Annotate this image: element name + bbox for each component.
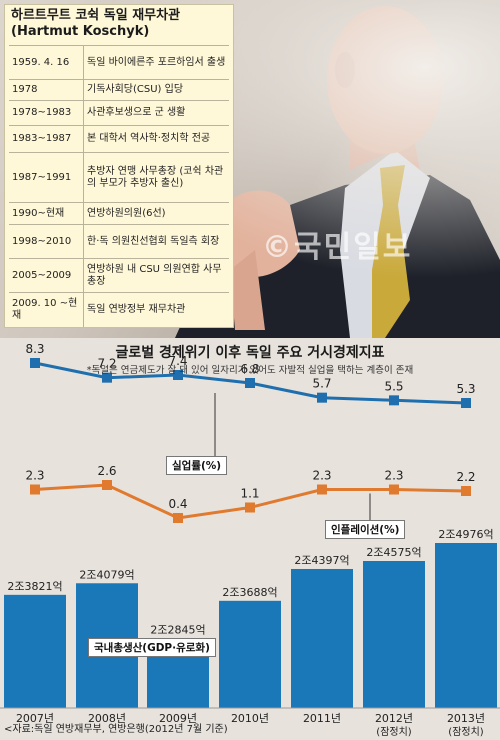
inflation-point (173, 513, 183, 523)
career-text: 기독사회당(CSU) 입당 (83, 79, 229, 101)
inflation-point (317, 484, 327, 495)
inflation-value-label: 2.2 (456, 470, 475, 484)
profile-name-english: (Hartmut Koschyk) (11, 24, 150, 39)
unemployment-point (173, 370, 183, 380)
career-date: 2009. 10 ~현재 (9, 292, 84, 327)
career-row: 1987~1991 추방자 연맹 사무총장 (코쉭 차관의 부모가 추방자 출신) (9, 152, 229, 203)
chart-canvas: 8.3 7.2 7.4 6.8 5.7 5.5 5.3 2.3 2.6 0.4 1.1 2.3 2.3 2… (0, 342, 500, 738)
inflation-point (102, 480, 112, 490)
x-tick-label: 2013년 (447, 712, 485, 725)
career-date: 1983~1987 (9, 125, 84, 153)
career-table: 1959. 4. 16 독일 바이에른주 포르하임서 출생 1978 기독사회당(C… (9, 45, 229, 327)
gdp-value-label: 2조4575억 (366, 546, 421, 559)
career-row: 2009. 10 ~현재 독일 연방정부 재무차관 (9, 292, 229, 327)
profile-card: 하르트무트 코쉭 독일 재무차관 (Hartmut Koschyk) 1959.… (4, 4, 234, 328)
career-date: 2005~2009 (9, 258, 84, 293)
legend-unemployment: 실업률(%) (166, 456, 228, 475)
inflation-value-label: 0.4 (168, 497, 187, 511)
career-text: 사관후보생으로 군 생활 (83, 100, 229, 126)
career-row: 2005~2009 연방하원 내 CSU 의원연합 사무총장 (9, 258, 229, 293)
inflation-point (461, 486, 471, 496)
unemployment-value-label: 7.2 (97, 357, 116, 371)
chart-title: 글로벌 경제위기 이후 독일 주요 거시경제지표 (115, 345, 385, 361)
gdp-bar (435, 543, 497, 708)
career-text: 한·독 의원친선협회 독일측 회장 (83, 224, 229, 259)
inflation-point (30, 484, 40, 495)
politician-photo: ©국민일보 하르트무트 코쉭 독일 재무차관 (Hartmut Koschyk)… (0, 0, 500, 338)
unemployment-value-label: 6.8 (240, 362, 259, 376)
inflation-value-label: 2.3 (312, 469, 331, 483)
career-date: 1998~2010 (9, 224, 84, 259)
gdp-value-label: 2조2845억 (150, 624, 205, 637)
gdp-value-label: 2조4079억 (79, 568, 134, 581)
legend-inflation: 인플레이션(%) (325, 520, 406, 539)
unemployment-point (245, 378, 255, 388)
x-tick-label: 2008년 (88, 712, 126, 725)
macro-indicators-chart: 8.3 7.2 7.4 6.8 5.7 5.5 5.3 2.3 2.6 0.4 1.1 2.3 2.3 2… (0, 338, 500, 740)
career-row: 1959. 4. 16 독일 바이에른주 포르하임서 출생 (9, 45, 229, 80)
career-date: 1990~현재 (9, 202, 84, 225)
unemployment-point (102, 372, 112, 383)
career-text: 독일 바이에른주 포르하임서 출생 (83, 45, 229, 80)
profile-name: 하르트무트 코쉭 독일 재무차관 (11, 8, 181, 23)
inflation-point (389, 484, 399, 495)
x-tick-sublabel: (잠정치) (376, 726, 412, 738)
unemployment-value-label: 5.3 (456, 382, 475, 396)
gdp-value-label: 2조3821억 (7, 580, 62, 593)
career-text: 본 대학서 역사학·정치학 전공 (83, 125, 229, 153)
unemployment-value-label: 5.5 (384, 379, 403, 393)
career-date: 1959. 4. 16 (9, 45, 84, 80)
chart-note: *독일은 연금제도가 잘 돼 있어 일자리가 있어도 자발적 실업을 택하는 계… (86, 365, 414, 376)
inflation-point (245, 502, 255, 513)
x-tick-label: 2012년 (375, 712, 413, 725)
unemployment-point (389, 395, 399, 406)
x-tick-label: 2010년 (231, 712, 269, 725)
unemployment-value-label: 5.7 (312, 377, 331, 391)
career-row: 1978~1983 사관후보생으로 군 생활 (9, 100, 229, 126)
legend-gdp: 국내총생산(GDP·유로화) (88, 638, 216, 657)
career-date: 1978 (9, 79, 84, 101)
career-text: 연방하원 내 CSU 의원연합 사무총장 (83, 258, 229, 293)
gdp-bar (291, 568, 353, 708)
unemployment-point (461, 398, 471, 408)
source-note: <자료:독일 연방재무부, 연방은행(2012년 7월 기준) (4, 724, 228, 735)
career-text: 추방자 연맹 사무총장 (코쉭 차관의 부모가 추방자 출신) (83, 152, 229, 203)
x-tick-label: 2011년 (303, 712, 341, 725)
gdp-value-label: 2조4976억 (438, 528, 493, 541)
inflation-value-label: 1.1 (240, 487, 259, 501)
unemployment-value-label: 8.3 (25, 342, 44, 356)
career-row: 1990~현재 연방하원의원(6선) (9, 202, 229, 225)
unemployment-point (317, 392, 327, 403)
career-row: 1978 기독사회당(CSU) 입당 (9, 79, 229, 101)
x-tick-label: 2007년 (16, 712, 54, 725)
profile-card-title: 하르트무트 코쉭 독일 재무차관 (Hartmut Koschyk) (11, 8, 227, 40)
inflation-value-label: 2.3 (25, 469, 44, 483)
career-text: 독일 연방정부 재무차관 (83, 292, 229, 327)
gdp-value-label: 2조3688억 (222, 586, 277, 599)
inflation-value-label: 2.3 (384, 469, 403, 483)
unemployment-value-label: 7.4 (168, 354, 187, 368)
gdp-bar (363, 560, 425, 708)
career-text: 연방하원의원(6선) (83, 202, 229, 225)
unemployment-point (30, 358, 40, 368)
gdp-bar (4, 594, 66, 708)
gdp-bar (219, 600, 281, 708)
gdp-value-label: 2조4397억 (294, 554, 349, 567)
career-row: 1998~2010 한·독 의원친선협회 독일측 회장 (9, 224, 229, 259)
career-date: 1987~1991 (9, 152, 84, 203)
career-date: 1978~1983 (9, 100, 84, 126)
inflation-value-label: 2.6 (97, 464, 116, 478)
x-tick-label: 2009년 (159, 712, 197, 725)
watermark: ©국민일보 (262, 230, 413, 265)
career-row: 1983~1987 본 대학서 역사학·정치학 전공 (9, 125, 229, 153)
x-tick-sublabel: (잠정치) (448, 726, 484, 738)
